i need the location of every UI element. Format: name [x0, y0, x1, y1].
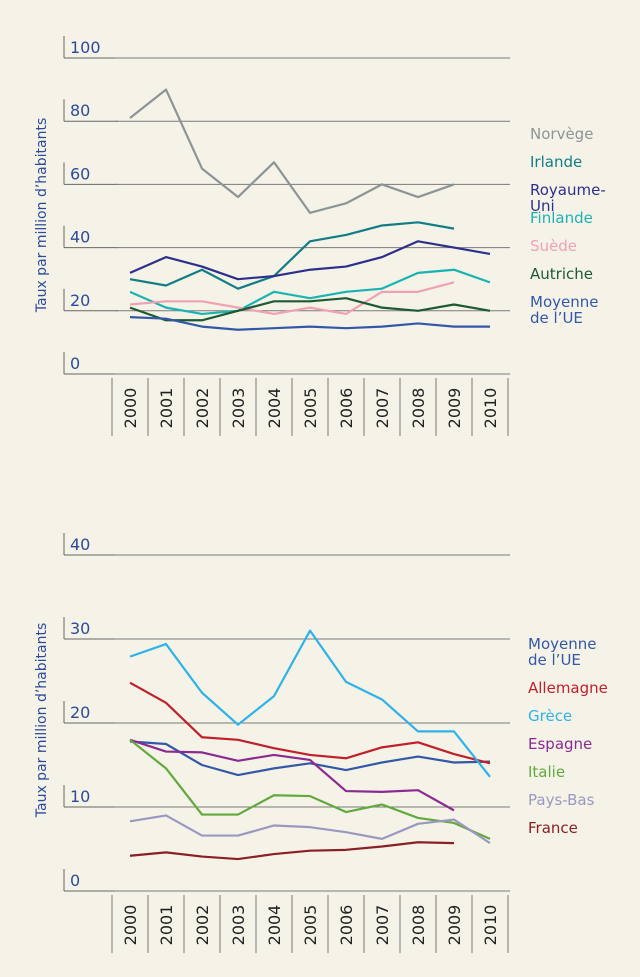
series-line	[129, 88, 455, 214]
x-tick-label: 2007	[373, 905, 392, 946]
legend-entry: Finlande	[530, 209, 593, 227]
x-tick-label: 2003	[229, 905, 248, 946]
series-line	[129, 681, 491, 765]
x-tick-label: 2008	[409, 905, 428, 946]
x-tick-label: 2005	[301, 905, 320, 946]
x-tick-label: 2000	[121, 905, 140, 946]
y-tick-label: 40	[70, 535, 90, 554]
x-tick-label: 2007	[373, 388, 392, 429]
x-tick-label: 2001	[157, 388, 176, 429]
y-tick-label: 100	[70, 38, 101, 57]
x-tick-label: 2005	[301, 388, 320, 429]
legend-entry: France	[528, 819, 578, 837]
series-line	[129, 740, 491, 777]
series-line	[129, 240, 491, 281]
x-tick-label: 2010	[481, 905, 500, 946]
x-tick-label: 2010	[481, 388, 500, 429]
series-line	[129, 841, 455, 861]
x-tick-label: 2000	[121, 388, 140, 429]
x-tick-label: 2002	[193, 388, 212, 429]
legend-entry: Autriche	[530, 265, 593, 283]
legend-entry: Royaume-Uni	[530, 181, 606, 215]
y-tick-label: 60	[70, 164, 90, 183]
x-tick-label: 2009	[445, 905, 464, 946]
series-line	[129, 738, 491, 840]
y-axis-label: Taux par million d’habitants	[34, 118, 50, 313]
x-tick-label: 2008	[409, 388, 428, 429]
series-line	[129, 297, 491, 322]
x-tick-label: 2004	[265, 905, 284, 946]
y-tick-label: 30	[70, 619, 90, 638]
legend-entry: Norvège	[530, 125, 594, 143]
x-tick-label: 2001	[157, 905, 176, 946]
series-line	[129, 629, 491, 778]
legend-entry: Italie	[528, 763, 566, 781]
series-line	[129, 814, 491, 845]
x-tick-label: 2004	[265, 388, 284, 429]
y-tick-label: 0	[70, 871, 80, 890]
y-tick-label: 10	[70, 787, 90, 806]
legend-entry: Allemagne	[528, 679, 608, 697]
x-tick-label: 2006	[337, 905, 356, 946]
x-tick-label: 2009	[445, 388, 464, 429]
series-line	[129, 221, 455, 290]
y-tick-label: 0	[70, 354, 80, 373]
x-tick-label: 2003	[229, 388, 248, 429]
legend-entry: Moyenne de l’UE	[528, 635, 597, 669]
y-axis-label: Taux par million d’habitants	[34, 623, 50, 818]
series-line	[129, 316, 490, 331]
y-tick-label: 40	[70, 228, 90, 247]
x-tick-label: 2002	[193, 905, 212, 946]
series-line	[129, 268, 491, 316]
y-tick-label: 20	[70, 291, 90, 310]
x-tick-label: 2006	[337, 388, 356, 429]
legend-entry: Espagne	[528, 735, 593, 753]
y-tick-label: 20	[70, 703, 90, 722]
legend-entry: Pays-Bas	[528, 791, 595, 809]
legend-entry: Grèce	[528, 707, 573, 725]
y-tick-label: 80	[70, 101, 90, 120]
legend-entry: Irlande	[530, 153, 583, 171]
series-line	[129, 738, 455, 812]
legend-entry: Suède	[530, 237, 578, 255]
series-line	[129, 281, 455, 316]
legend-entry: Moyenne de l’UE	[530, 293, 599, 327]
